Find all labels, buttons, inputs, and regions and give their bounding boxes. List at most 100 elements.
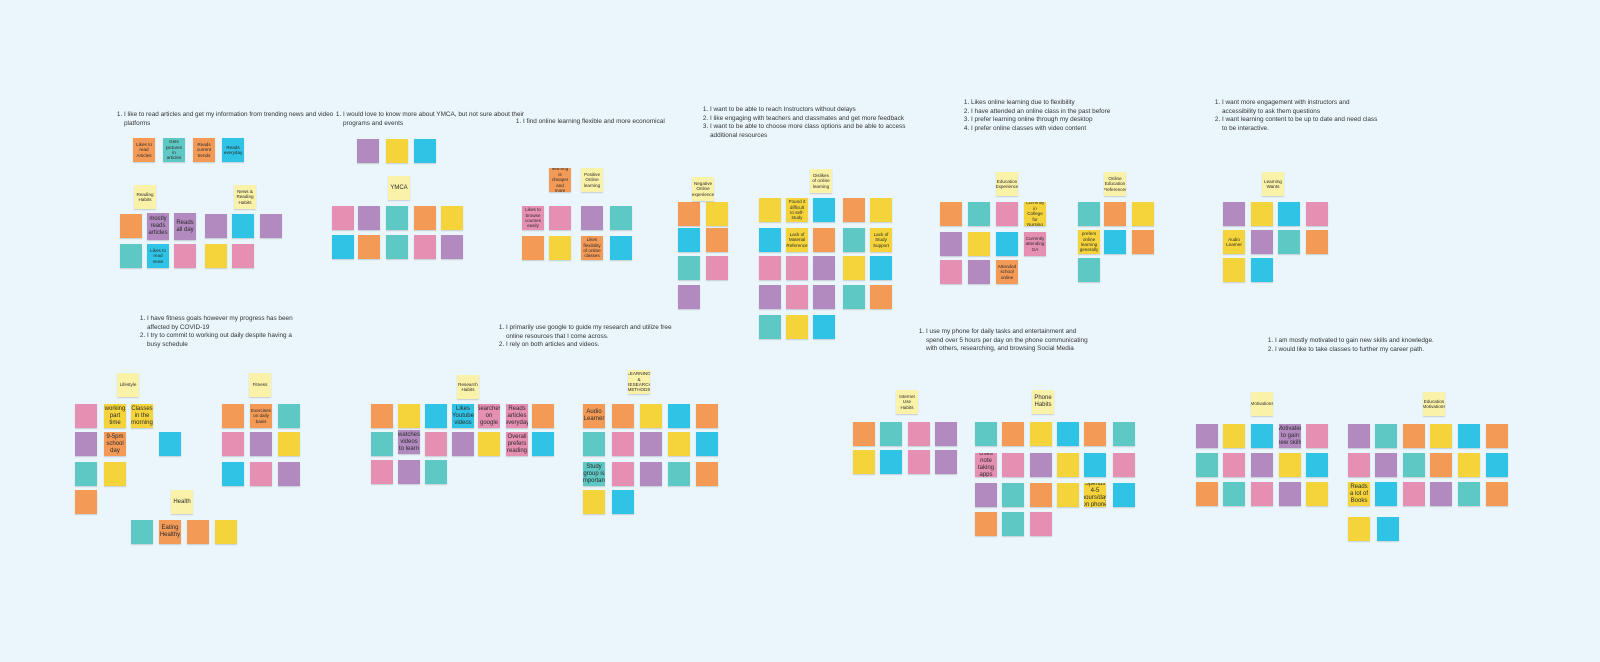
sticky-note[interactable]: Reads current trends <box>193 138 215 162</box>
sticky-note[interactable] <box>853 450 875 474</box>
sticky-note[interactable] <box>1251 258 1273 282</box>
sticky-note[interactable]: Found it difficult to self-study <box>786 198 808 222</box>
sticky-note[interactable] <box>640 462 662 486</box>
cluster-header-note[interactable]: News & Reading Habits <box>234 185 256 209</box>
sticky-note[interactable] <box>759 315 781 339</box>
sticky-note[interactable]: Reads everyday <box>222 138 244 162</box>
sticky-note[interactable]: Likes Youtube videos <box>452 404 474 428</box>
sticky-note[interactable] <box>1196 482 1218 506</box>
sticky-note[interactable] <box>908 422 930 446</box>
sticky-note[interactable] <box>640 432 662 456</box>
sticky-note[interactable] <box>1030 422 1052 446</box>
sticky-note[interactable] <box>1403 482 1425 506</box>
sticky-note[interactable] <box>940 232 962 256</box>
cluster-summary-list[interactable]: I find online learning flexible and more… <box>507 118 698 127</box>
sticky-note[interactable] <box>1113 422 1135 446</box>
sticky-note[interactable] <box>260 214 282 238</box>
sticky-note[interactable] <box>1306 230 1328 254</box>
sticky-note[interactable] <box>1002 422 1024 446</box>
sticky-note[interactable] <box>205 244 227 268</box>
cluster-header-note[interactable]: Fitness <box>249 373 271 397</box>
sticky-note[interactable] <box>1104 230 1126 254</box>
sticky-note[interactable] <box>358 206 380 230</box>
sticky-note[interactable] <box>1279 482 1301 506</box>
sticky-note[interactable] <box>813 315 835 339</box>
sticky-note[interactable] <box>1057 453 1079 477</box>
sticky-note[interactable] <box>1403 453 1425 477</box>
sticky-note[interactable] <box>1348 517 1370 541</box>
sticky-note[interactable] <box>357 139 379 163</box>
sticky-note[interactable]: Currently in College for Nursing <box>1024 202 1046 226</box>
sticky-note[interactable] <box>478 432 500 456</box>
sticky-note[interactable] <box>1430 482 1452 506</box>
sticky-note[interactable]: Audio Learner <box>1223 230 1245 254</box>
cluster-summary-list[interactable]: I primarily use google to guide my resea… <box>490 324 676 350</box>
sticky-note[interactable] <box>532 404 554 428</box>
sticky-note[interactable] <box>1223 453 1245 477</box>
sticky-note[interactable] <box>1030 453 1052 477</box>
cluster-summary-list[interactable]: Likes online learning due to flexibility… <box>955 99 1126 133</box>
sticky-note[interactable] <box>1486 424 1508 448</box>
sticky-note[interactable]: Searches on google <box>478 404 500 428</box>
sticky-note[interactable] <box>1306 482 1328 506</box>
sticky-note[interactable] <box>398 460 420 484</box>
sticky-note[interactable] <box>1057 483 1079 507</box>
cluster-summary-list[interactable]: I want more engagement with instructors … <box>1206 99 1382 133</box>
sticky-note[interactable] <box>441 235 463 259</box>
sticky-note[interactable] <box>104 462 126 486</box>
sticky-note[interactable]: Eating Healthy <box>159 520 181 544</box>
cluster-summary-list[interactable]: I am mostly motivated to gain new skills… <box>1259 337 1450 354</box>
sticky-note[interactable] <box>1132 230 1154 254</box>
sticky-note[interactable] <box>425 460 447 484</box>
sticky-note[interactable] <box>612 404 634 428</box>
sticky-note[interactable] <box>583 490 605 514</box>
cluster-summary-list[interactable]: I would love to know more about YMCA, bu… <box>327 111 533 128</box>
sticky-note[interactable] <box>1377 517 1399 541</box>
sticky-note[interactable] <box>1030 512 1052 536</box>
sticky-note[interactable]: Likes flexibility of online classes <box>581 236 603 260</box>
sticky-note[interactable] <box>1486 453 1508 477</box>
cluster-header-note[interactable]: Dislikes of online learning <box>810 169 832 193</box>
sticky-note[interactable] <box>549 236 571 260</box>
sticky-note[interactable] <box>940 260 962 284</box>
sticky-note[interactable] <box>1278 202 1300 226</box>
sticky-note[interactable] <box>668 462 690 486</box>
sticky-note[interactable] <box>786 315 808 339</box>
sticky-note[interactable] <box>759 198 781 222</box>
cluster-summary-list[interactable]: I like to read articles and get my infor… <box>108 111 334 128</box>
sticky-note[interactable] <box>75 490 97 514</box>
sticky-note[interactable] <box>1223 424 1245 448</box>
sticky-note[interactable] <box>250 462 272 486</box>
sticky-note[interactable] <box>1078 258 1100 282</box>
sticky-note[interactable] <box>1458 453 1480 477</box>
sticky-note[interactable] <box>159 432 181 456</box>
sticky-note[interactable] <box>1113 453 1135 477</box>
sticky-note[interactable] <box>610 236 632 260</box>
cluster-header-note[interactable]: Learning Wants <box>1262 172 1284 196</box>
sticky-note[interactable] <box>1375 453 1397 477</box>
sticky-note[interactable] <box>332 235 354 259</box>
sticky-note[interactable] <box>120 244 142 268</box>
sticky-note[interactable]: Likes to read Articles <box>133 138 155 162</box>
sticky-note[interactable] <box>532 432 554 456</box>
sticky-note[interactable] <box>386 206 408 230</box>
sticky-note[interactable] <box>1458 482 1480 506</box>
cluster-header-note[interactable]: Motivations <box>1251 392 1273 416</box>
sticky-note[interactable]: Spends 4-5 hours/day on phone <box>1084 483 1106 507</box>
cluster-header-note[interactable]: Negative Online experience <box>692 177 714 201</box>
cluster-header-note[interactable]: Research Habits <box>457 375 479 399</box>
sticky-note[interactable] <box>1306 202 1328 226</box>
sticky-note[interactable] <box>612 462 634 486</box>
sticky-note[interactable] <box>358 235 380 259</box>
cluster-summary-list[interactable]: I have fitness goals however my progress… <box>131 315 297 349</box>
cluster-header-note[interactable]: LEARNING & RESEARCH METHODS <box>628 370 650 394</box>
cluster-header-note[interactable]: Reading Habits <box>134 185 156 209</box>
sticky-note[interactable] <box>786 256 808 280</box>
sticky-note[interactable]: Reads a lot of Books <box>1348 482 1370 506</box>
sticky-note[interactable] <box>1113 483 1135 507</box>
sticky-note[interactable] <box>813 198 835 222</box>
cluster-header-note[interactable]: Education Motivations <box>1423 392 1445 416</box>
sticky-note[interactable]: Likes to browse courses easily <box>522 206 544 230</box>
sticky-note[interactable] <box>1251 424 1273 448</box>
